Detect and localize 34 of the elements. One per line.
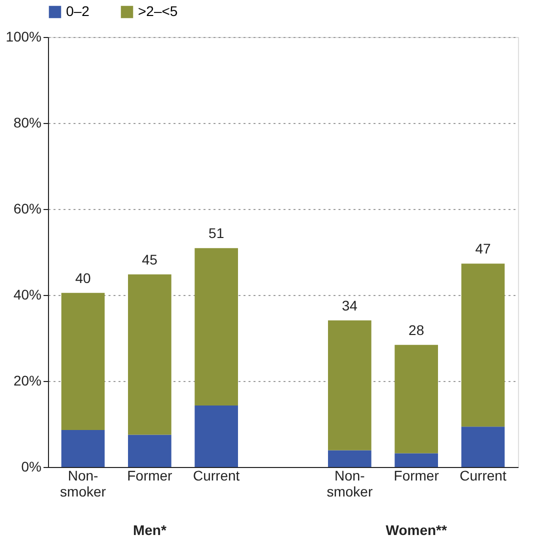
bar bbox=[394, 344, 438, 454]
x-tick-label: Current bbox=[192, 468, 240, 484]
total-label: 51 bbox=[208, 225, 224, 242]
text: Men* bbox=[132, 522, 167, 538]
bar bbox=[194, 406, 238, 467]
total-label: 34 bbox=[342, 297, 358, 314]
x-tick-label: Former bbox=[127, 468, 173, 484]
y-tick-label: 100% bbox=[6, 28, 42, 44]
bar bbox=[194, 248, 238, 406]
legend-label: >2–<5 bbox=[138, 3, 178, 19]
total-label: 40 bbox=[75, 270, 91, 286]
bar bbox=[461, 426, 505, 467]
y-tick-label: 20% bbox=[13, 372, 42, 388]
x-tick-label: Former bbox=[394, 468, 440, 484]
bar bbox=[61, 430, 105, 467]
legend-label: 0–2 bbox=[66, 3, 90, 19]
bar bbox=[128, 434, 172, 467]
x-tick-label: Non-smoker bbox=[60, 468, 106, 500]
y-tick-label: 0% bbox=[21, 458, 42, 474]
total-label: 47 bbox=[475, 240, 491, 257]
bar bbox=[461, 264, 505, 427]
total-label: 45 bbox=[142, 251, 158, 268]
y-tick-label: 80% bbox=[13, 114, 42, 130]
bar bbox=[328, 450, 372, 467]
bar bbox=[328, 320, 372, 450]
text: Women** bbox=[386, 522, 448, 538]
bar bbox=[61, 292, 105, 430]
bar bbox=[128, 274, 172, 435]
y-tick-label: 40% bbox=[13, 286, 42, 302]
bar bbox=[394, 453, 438, 467]
x-tick-label: Current bbox=[460, 468, 506, 484]
total-label: 28 bbox=[408, 322, 424, 338]
x-tick-label: Non-smoker bbox=[326, 468, 373, 500]
y-tick-label: 60% bbox=[13, 200, 42, 216]
